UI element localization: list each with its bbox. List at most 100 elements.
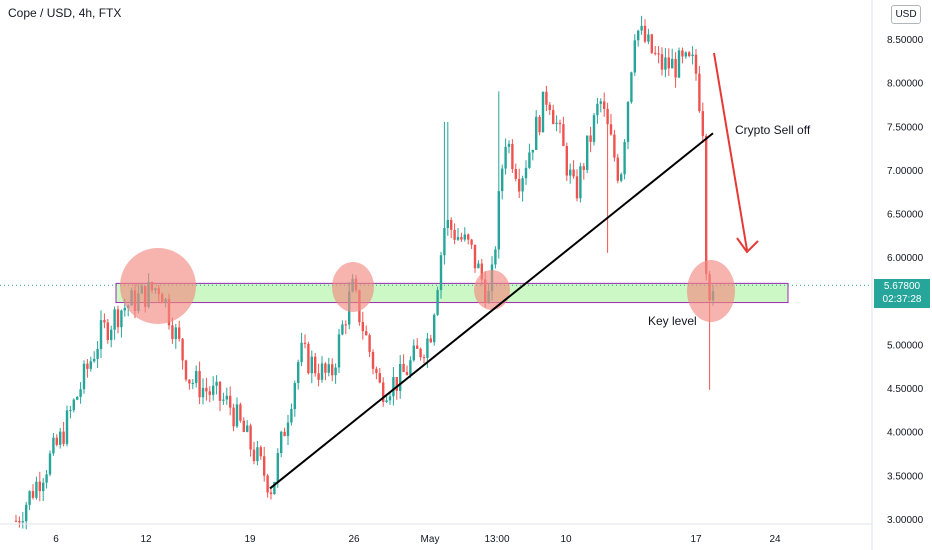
candle-body [76,396,79,400]
candle-body [300,342,303,363]
candle-body [246,425,249,432]
candle-body [38,481,41,492]
candle-body [575,176,579,199]
candle-body [341,324,344,335]
candle-body [96,349,99,359]
candle-body [586,135,589,170]
selloff-arrow-shaft [713,52,748,251]
candle-body [497,191,500,250]
candle-body [198,371,201,398]
countdown-value: 02:37:28 [882,294,922,305]
candle-body [14,520,18,522]
x-tick-label: 24 [769,534,781,545]
candle-body [218,381,222,401]
candle-body [120,310,123,328]
x-tick-label: 26 [348,534,360,545]
candle-body [643,25,647,42]
highlight-ellipse [332,262,374,312]
candle-body [327,364,330,373]
candle-body [35,481,38,498]
candle-body [99,320,103,350]
candle-body [385,400,388,402]
last-price-value: 5.67800 [883,281,921,292]
candle-body [89,361,92,369]
candle-body [31,491,35,498]
candle-body [477,263,480,269]
candle-body [405,371,409,375]
candle-body [538,116,541,133]
candle-body [110,329,113,341]
y-tick-label: 6.00000 [887,253,924,264]
candle-body [72,399,75,411]
key-level-zone [115,282,789,304]
candle-body [569,169,572,176]
candle-body [195,371,198,384]
candle-body [698,73,701,112]
candle-body [334,367,337,376]
candle-body [93,358,96,362]
candle-body [429,338,432,343]
candle-body [514,169,517,179]
candle-body [188,379,191,384]
candle-body [249,425,252,450]
candle-body [630,72,633,103]
candle-body [307,343,310,374]
candle-body [589,135,592,142]
candle-body [582,166,585,170]
candle-body [215,381,218,386]
candle-body [501,168,504,192]
candle-body [55,437,58,445]
candle-body [688,52,691,57]
highlight-ellipse [120,248,196,324]
candle-body [545,91,548,105]
candle-body [65,410,69,444]
candle-body [283,431,286,437]
candle-body [626,102,630,142]
x-tick-label: 10 [560,534,572,545]
candle-body [79,389,82,397]
candle-body [293,383,296,410]
candle-body [337,334,341,368]
y-tick-label: 3.00000 [887,515,924,526]
candle-body [368,335,371,352]
annotation-crypto-selloff: Crypto Sell off [735,123,811,137]
candle-body [62,431,65,444]
candle-body [507,143,511,147]
candle-body [205,387,208,392]
candle-body [181,338,184,361]
candle-body [436,290,439,315]
candle-body [184,360,188,380]
candle-body [640,25,643,31]
candle-body [654,52,657,54]
y-tick-label: 8.50000 [887,35,924,46]
candle-body [174,327,177,340]
currency-button[interactable]: USD [891,5,921,24]
candle-body [504,146,507,169]
candle-body [171,325,174,340]
candle-body [269,492,273,495]
x-tick-label: 13:00 [484,534,509,545]
candle-body [201,387,205,398]
highlight-ellipse [474,270,510,310]
candle-body [705,135,708,275]
candle-body [677,50,681,78]
candle-body [52,437,55,454]
candle-body [317,373,320,380]
x-tick-label: May [421,534,440,545]
candle-body [344,324,347,326]
trendline [269,132,714,490]
highlight-ellipse [687,260,735,322]
candle-body [229,395,232,408]
candle-body [613,134,616,158]
candle-body [378,373,381,383]
candle-body [331,364,334,376]
candle-body [113,309,116,330]
candle-body [402,363,405,372]
candle-body [303,342,307,344]
candle-body [18,521,21,523]
x-tick-label: 12 [140,534,152,545]
candle-body [494,249,497,265]
candle-body [446,219,449,229]
